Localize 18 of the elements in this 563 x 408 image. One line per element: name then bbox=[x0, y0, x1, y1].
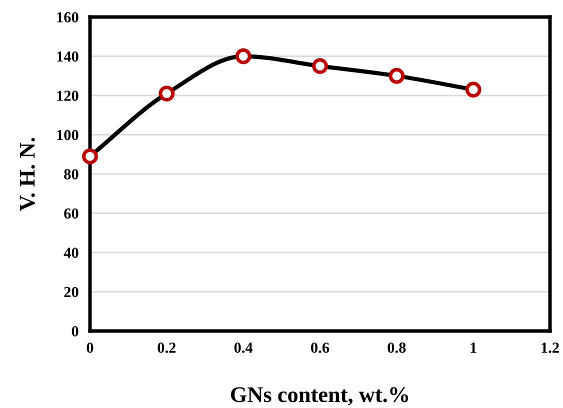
y-tick-label: 140 bbox=[57, 51, 78, 62]
x-tick-label: 0 bbox=[86, 342, 94, 353]
y-tick-label: 100 bbox=[57, 130, 78, 140]
y-tick-label: 120 bbox=[57, 90, 78, 101]
y-tick-label: 160 bbox=[57, 12, 78, 22]
y-axis-title: V. H. N. bbox=[20, 138, 35, 211]
y-tick-label: 0 bbox=[72, 326, 78, 336]
x-tick-label: 1.2 bbox=[542, 342, 559, 353]
x-tick-label: 0.2 bbox=[158, 342, 176, 353]
x-tick-label: 1 bbox=[470, 342, 476, 353]
y-tick-label: 60 bbox=[64, 208, 78, 219]
x-tick-label: 0.6 bbox=[311, 342, 330, 353]
y-tick-label: 80 bbox=[64, 169, 78, 180]
y-tick-label: 20 bbox=[64, 286, 78, 298]
x-tick-label: 0.4 bbox=[234, 342, 253, 353]
x-axis-title: GNs content, wt.% bbox=[230, 387, 408, 406]
y-tick-label: 40 bbox=[64, 248, 78, 258]
x-tick-label: 0.8 bbox=[388, 342, 406, 353]
